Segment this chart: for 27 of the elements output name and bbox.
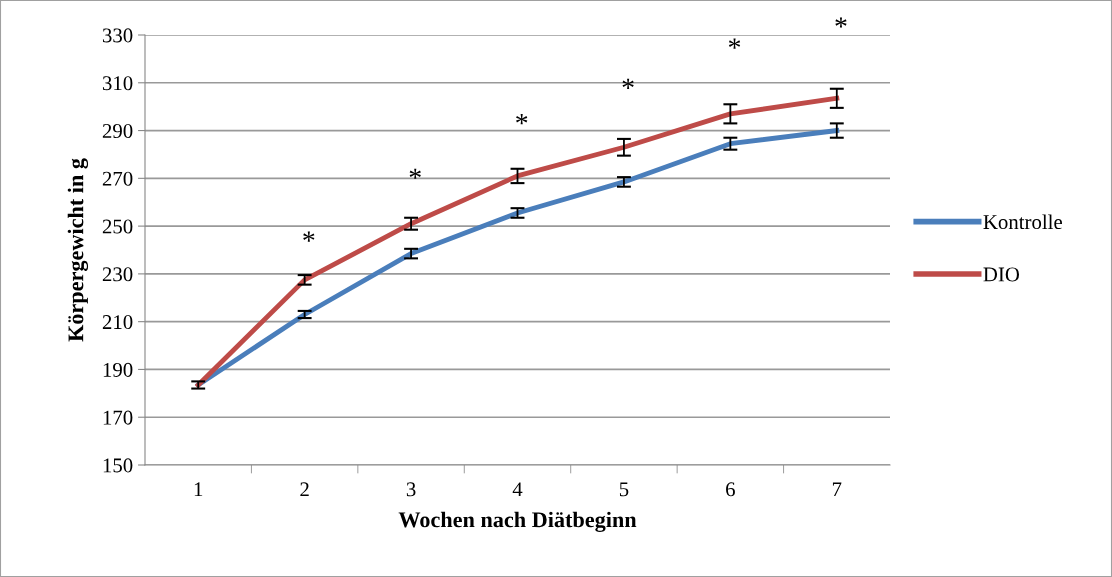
x-tick-label: 3 (406, 482, 416, 497)
x-tick-label: 6 (726, 482, 735, 497)
x-tick-label: 2 (300, 482, 309, 497)
y-tick-label: 170 (103, 410, 133, 425)
annotation: * (622, 78, 634, 89)
x-tick-label: 7 (832, 482, 842, 497)
x-tick-label: 1 (194, 482, 203, 497)
y-tick-label: 250 (102, 219, 133, 234)
y-axis-title: Körpergewicht in g (67, 158, 89, 342)
y-tick-label: 230 (102, 267, 133, 282)
y-tick-label: 210 (102, 315, 133, 330)
annotation: * (728, 38, 741, 49)
annotation: * (303, 231, 315, 242)
text: * (835, 17, 847, 28)
annotation: * (516, 114, 528, 125)
y-tick-label: 270 (102, 171, 133, 186)
annotation: * (409, 168, 421, 179)
y-tick-label: 150 (103, 458, 133, 473)
x-tick-label: 5 (619, 482, 629, 497)
x-axis-title: Wochen nach Diätbeginn (398, 511, 637, 532)
y-tick-label: 330 (102, 28, 133, 43)
legend-label: DIO (983, 267, 1020, 282)
y-tick-label: 290 (102, 123, 133, 138)
legend-label: Kontrolle (983, 214, 1062, 230)
y-tick-label: 190 (103, 362, 133, 377)
x-tick-label: 4 (512, 482, 523, 497)
y-tick-label: 310 (102, 76, 133, 91)
